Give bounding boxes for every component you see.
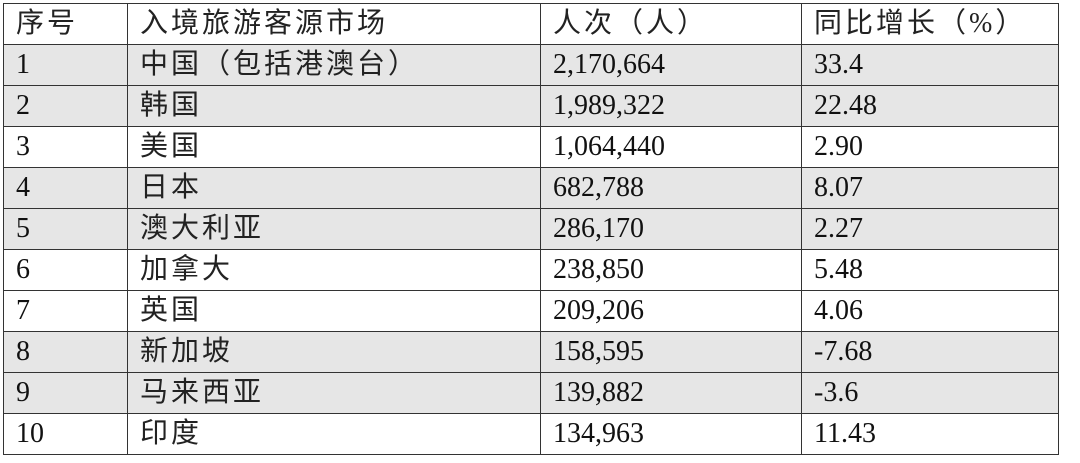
visitors-cell: 139,882 (540, 372, 802, 414)
growth-cell: 4.06 (801, 290, 1059, 332)
visitors-cell: 134,963 (540, 413, 802, 455)
rank-cell: 2 (3, 85, 128, 127)
market-cell: 日本 (127, 167, 541, 209)
visitors-cell: 286,170 (540, 208, 802, 250)
market-cell: 澳大利亚 (127, 208, 541, 250)
growth-cell: -3.6 (801, 372, 1059, 414)
market-cell: 中国（包括港澳台） (127, 44, 541, 86)
table-row: 4 日本 682,788 8.07 (3, 167, 1059, 209)
growth-cell: -7.68 (801, 331, 1059, 373)
header-rank: 序号 (3, 3, 128, 45)
header-row: 序号 入境旅游客源市场 人次（人） 同比增长（%） (3, 3, 1059, 45)
header-visitors: 人次（人） (540, 3, 802, 45)
market-cell: 美国 (127, 126, 541, 168)
growth-cell: 2.27 (801, 208, 1059, 250)
market-cell: 英国 (127, 290, 541, 332)
rank-cell: 6 (3, 249, 128, 291)
visitors-cell: 1,064,440 (540, 126, 802, 168)
rank-cell: 1 (3, 44, 128, 86)
visitors-cell: 238,850 (540, 249, 802, 291)
growth-cell: 22.48 (801, 85, 1059, 127)
market-cell: 新加坡 (127, 331, 541, 373)
table-row: 6 加拿大 238,850 5.48 (3, 249, 1059, 291)
visitors-cell: 682,788 (540, 167, 802, 209)
visitors-cell: 209,206 (540, 290, 802, 332)
table-row: 5 澳大利亚 286,170 2.27 (3, 208, 1059, 250)
growth-cell: 2.90 (801, 126, 1059, 168)
rank-cell: 8 (3, 331, 128, 373)
rank-cell: 3 (3, 126, 128, 168)
market-cell: 印度 (127, 413, 541, 455)
table-row: 8 新加坡 158,595 -7.68 (3, 331, 1059, 373)
header-growth: 同比增长（%） (801, 3, 1059, 45)
visitors-cell: 2,170,664 (540, 44, 802, 86)
rank-cell: 9 (3, 372, 128, 414)
growth-cell: 11.43 (801, 413, 1059, 455)
market-cell: 马来西亚 (127, 372, 541, 414)
growth-cell: 5.48 (801, 249, 1059, 291)
table-row: 3 美国 1,064,440 2.90 (3, 126, 1059, 168)
visitors-cell: 1,989,322 (540, 85, 802, 127)
table-row: 7 英国 209,206 4.06 (3, 290, 1059, 332)
table-row: 2 韩国 1,989,322 22.48 (3, 85, 1059, 127)
table-row: 9 马来西亚 139,882 -3.6 (3, 372, 1059, 414)
table-row: 10 印度 134,963 11.43 (3, 413, 1059, 455)
visitors-cell: 158,595 (540, 331, 802, 373)
growth-cell: 33.4 (801, 44, 1059, 86)
table-row: 1 中国（包括港澳台） 2,170,664 33.4 (3, 44, 1059, 86)
rank-cell: 7 (3, 290, 128, 332)
rank-cell: 10 (3, 413, 128, 455)
market-cell: 加拿大 (127, 249, 541, 291)
header-market: 入境旅游客源市场 (127, 3, 541, 45)
growth-cell: 8.07 (801, 167, 1059, 209)
market-cell: 韩国 (127, 85, 541, 127)
rank-cell: 5 (3, 208, 128, 250)
data-table: 序号 入境旅游客源市场 人次（人） 同比增长（%） 1 中国（包括港澳台） 2,17… (3, 3, 1059, 455)
rank-cell: 4 (3, 167, 128, 209)
